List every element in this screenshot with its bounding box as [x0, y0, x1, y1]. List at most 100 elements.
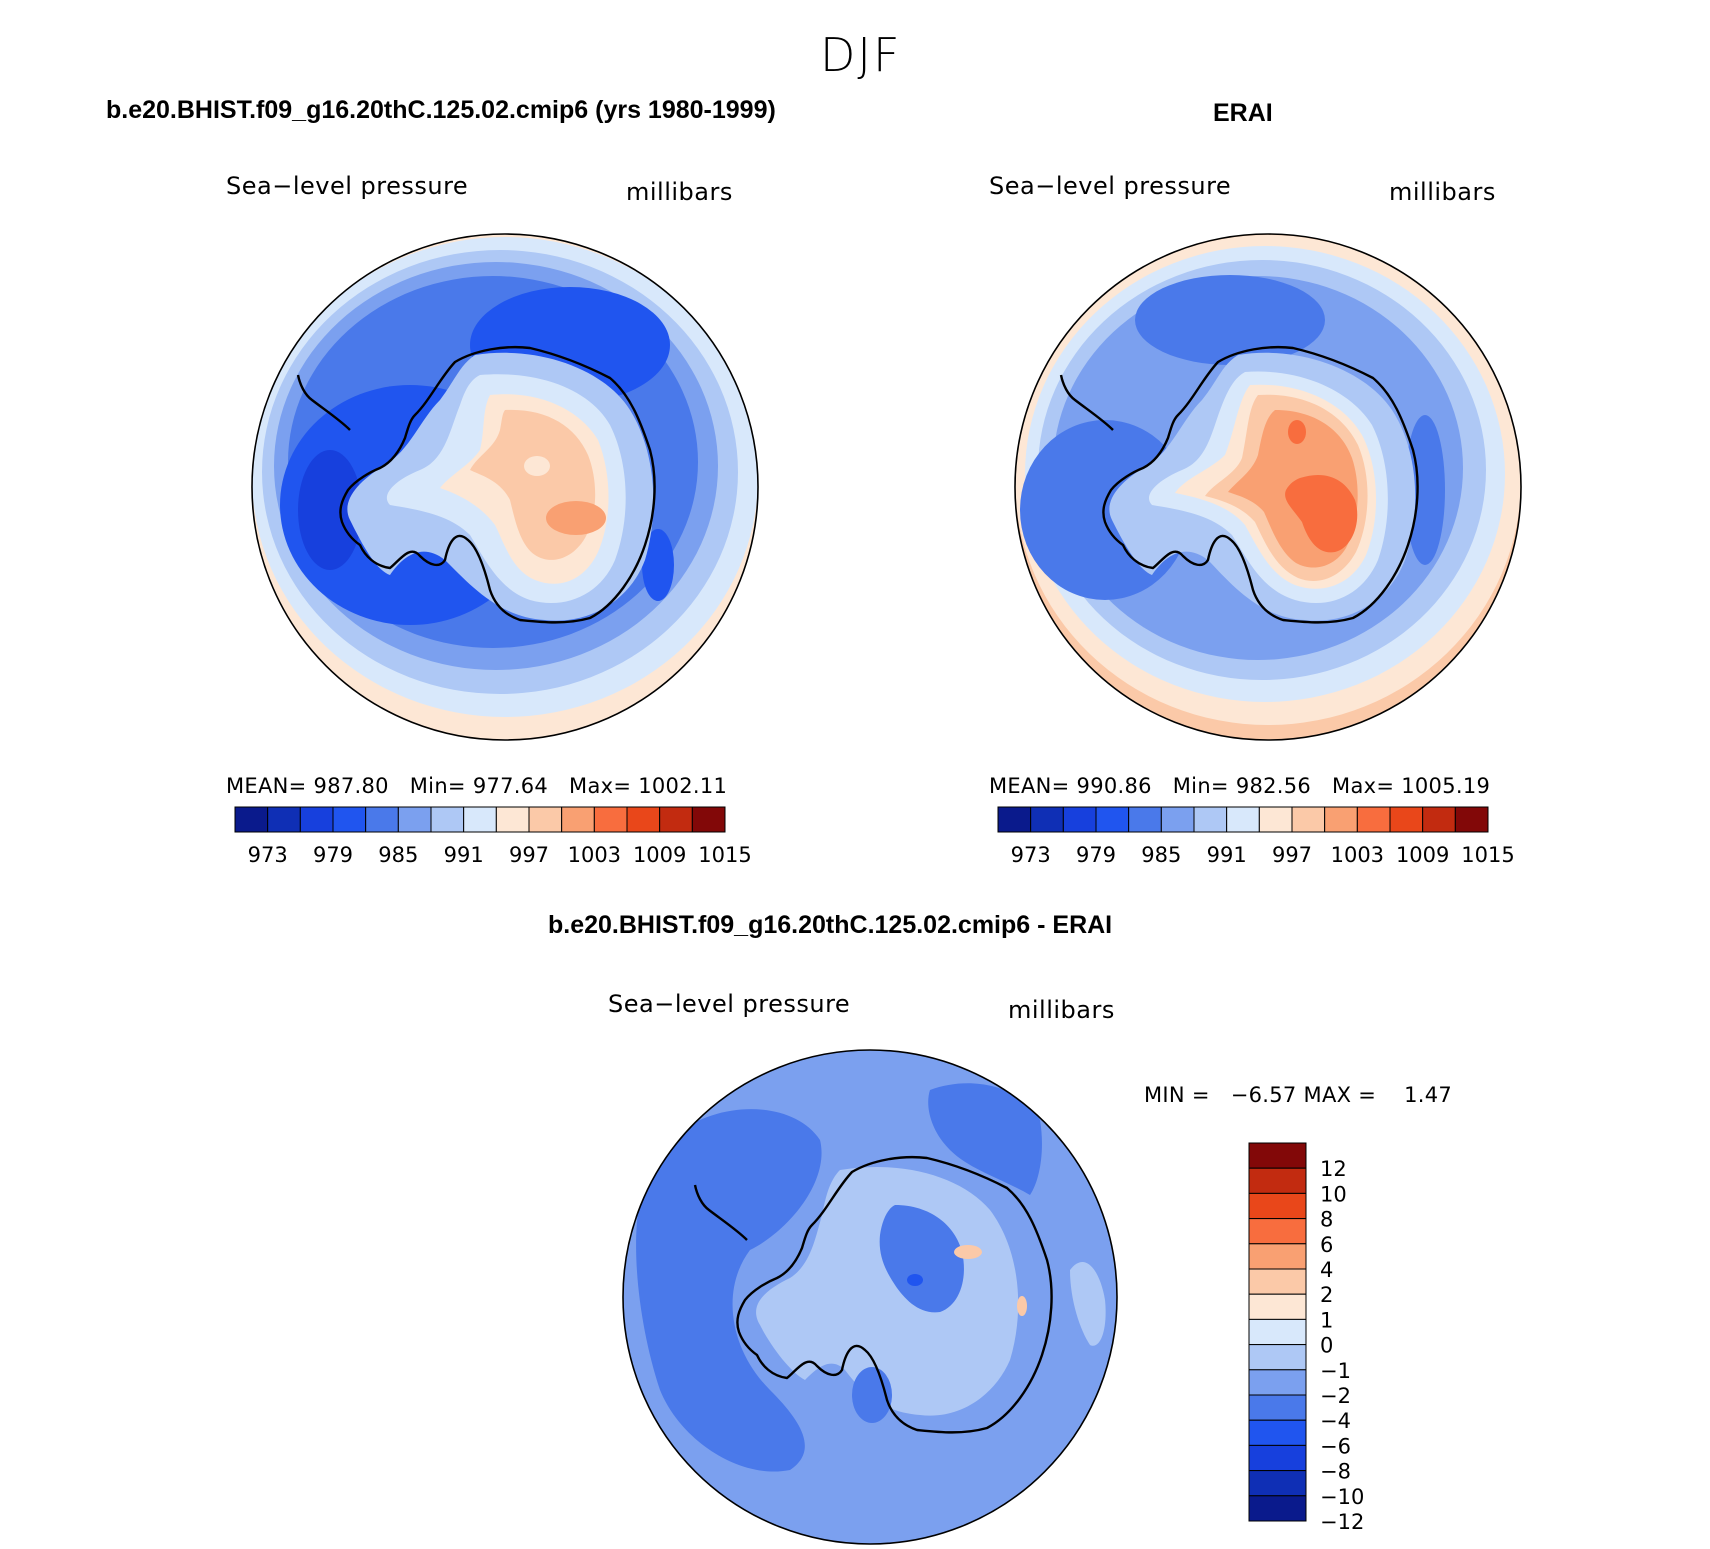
model-coastline — [296, 345, 656, 624]
colorbar-box — [463, 806, 497, 833]
colorbar-tick-label: 0 — [1320, 1334, 1333, 1358]
colorbar-box — [1454, 806, 1489, 833]
colorbar-tick-label: 2 — [1320, 1283, 1333, 1307]
map-outline — [296, 374, 351, 431]
colorbar-box — [1248, 1243, 1307, 1270]
colorbar-tick-label: 8 — [1320, 1208, 1333, 1232]
colorbar-tick-label: −8 — [1320, 1460, 1351, 1484]
model-max-label: Max= — [569, 774, 632, 798]
obs-colorbar: 973 979 985 991 997 1003 1009 1015 — [997, 806, 1515, 867]
obs-mean-label: MEAN= — [989, 774, 1070, 798]
map-fill — [1288, 420, 1306, 444]
model-panel-title: b.e20.BHIST.f09_g16.20thC.125.02.cmip6 (… — [106, 96, 776, 124]
colorbar-box — [365, 806, 399, 833]
colorbar-tick-label: 1003 — [568, 843, 621, 867]
model-variable-label: Sea−level pressure — [226, 172, 469, 200]
diff-panel-title: b.e20.BHIST.f09_g16.20thC.125.02.cmip6 -… — [548, 911, 1113, 939]
map-fill — [524, 456, 550, 476]
obs-max-label: Max= — [1332, 774, 1395, 798]
colorbar-tick-label: 1009 — [1396, 843, 1449, 867]
obs-units-label: millibars — [1389, 178, 1496, 206]
colorbar-tick-label: 991 — [444, 843, 484, 867]
map-fill — [298, 450, 362, 570]
colorbar-box — [397, 806, 432, 833]
diff-variable-label: Sea−level pressure — [608, 990, 851, 1018]
colorbar-tick-label: 1015 — [1461, 843, 1514, 867]
obs-panel-title: ERAI — [1213, 99, 1273, 127]
colorbar-box — [1248, 1344, 1307, 1371]
colorbar-tick-label: 997 — [509, 843, 549, 867]
colorbar-box — [528, 806, 563, 833]
colorbar-box — [1248, 1470, 1307, 1497]
colorbar-tick-label: 1003 — [1331, 843, 1384, 867]
obs-map-border — [1014, 233, 1522, 741]
colorbar-box — [1389, 806, 1424, 833]
colorbar-tick-label: −2 — [1320, 1384, 1351, 1408]
colorbar-box — [626, 806, 661, 833]
map-fill — [642, 529, 674, 601]
colorbar-tick-label: 973 — [248, 843, 288, 867]
diff-map — [623, 1050, 1117, 1544]
colorbar-box — [691, 806, 726, 833]
colorbar-tick-label: 1009 — [633, 843, 686, 867]
map-fill — [1017, 1296, 1027, 1316]
model-mean-value: 987.80 — [313, 774, 389, 798]
map-fill — [928, 1083, 1042, 1195]
model-map-border — [251, 233, 759, 741]
colorbar-box — [561, 806, 595, 833]
obs-stats: MEAN= 990.86 Min= 982.56 Max= 1005.19 — [989, 774, 1490, 798]
colorbar-box — [1248, 1495, 1307, 1522]
colorbar-box — [1248, 1318, 1307, 1346]
colorbar-box — [997, 806, 1032, 833]
map-fill — [1285, 474, 1358, 553]
map-fill — [756, 1166, 1019, 1416]
colorbar-box — [1248, 1167, 1307, 1194]
colorbar-box — [1226, 806, 1260, 833]
colorbar-tick-label: 997 — [1272, 843, 1312, 867]
map-outline — [736, 1155, 1053, 1434]
colorbar-box — [1356, 806, 1391, 833]
colorbar-box — [1248, 1419, 1307, 1446]
season-title: DJF — [820, 28, 902, 82]
map-fill — [1405, 415, 1445, 565]
colorbar-box — [1248, 1142, 1307, 1169]
colorbar-tick-label: 985 — [1141, 843, 1181, 867]
colorbar-box — [1248, 1394, 1307, 1421]
map-fill — [954, 1245, 982, 1259]
colorbar-box — [1258, 806, 1293, 833]
map-fill — [1135, 275, 1325, 365]
colorbar-tick-label: 979 — [313, 843, 353, 867]
colorbar-box — [1324, 806, 1358, 833]
colorbar-box — [1248, 1293, 1307, 1320]
colorbar-box — [1248, 1192, 1307, 1220]
map-fill — [1070, 1261, 1106, 1346]
model-min-label: Min= — [409, 774, 466, 798]
colorbar-box — [1291, 806, 1326, 833]
map-fill — [546, 501, 606, 535]
model-stats: MEAN= 987.80 Min= 977.64 Max= 1002.11 — [226, 774, 727, 798]
colorbar-tick-label: 985 — [378, 843, 418, 867]
colorbar-tick-label: −12 — [1320, 1510, 1364, 1534]
colorbar-tick-label: −6 — [1320, 1434, 1351, 1458]
colorbar-tick-label: 4 — [1320, 1258, 1333, 1282]
map-fill — [636, 1109, 822, 1472]
model-mean-label: MEAN= — [226, 774, 307, 798]
colorbar-box — [267, 806, 301, 833]
diff-map-border — [622, 1049, 1118, 1545]
colorbar-box — [1160, 806, 1195, 833]
model-colorbar: 973 979 985 991 997 1003 1009 1015 — [234, 806, 752, 867]
obs-min-label: Min= — [1172, 774, 1229, 798]
model-min-value: 977.64 — [472, 774, 549, 798]
map-fill — [879, 1205, 964, 1313]
colorbar-tick-label: 979 — [1076, 843, 1116, 867]
colorbar-tick-label: −1 — [1320, 1359, 1351, 1383]
colorbar-tick-label: 1 — [1320, 1308, 1333, 1332]
map-outline — [693, 1184, 748, 1241]
colorbar-box — [1248, 1444, 1307, 1472]
colorbar-tick-label: 1015 — [698, 843, 751, 867]
obs-coastline — [1059, 345, 1419, 624]
colorbar-tick-label: 991 — [1207, 843, 1247, 867]
obs-mean-value: 990.86 — [1076, 774, 1152, 798]
